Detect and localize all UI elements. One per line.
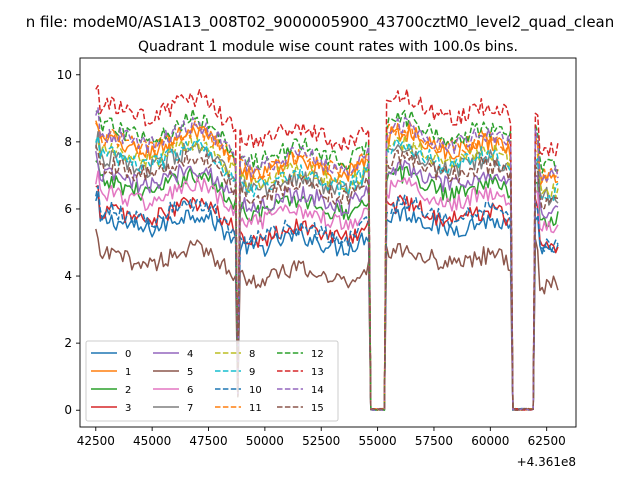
legend-label-7: 7 (187, 403, 193, 414)
x-offset-label: +4.361e8 (517, 455, 576, 469)
x-axis: 42500 45000 47500 50000 52500 55000 57500 60000… (77, 427, 566, 448)
y-axis: 0 2 4 6 8 10 (57, 68, 80, 417)
x-tick-label: 47500 (189, 434, 227, 448)
x-tick-label: 50000 (246, 434, 284, 448)
y-tick-label: 6 (64, 202, 72, 216)
x-tick-label: 45000 (133, 434, 171, 448)
series-line-12 (95, 108, 559, 411)
series-line-5 (95, 228, 559, 411)
legend-label-3: 3 (125, 403, 131, 414)
x-tick-label: 62500 (528, 434, 566, 448)
legend-label-11: 11 (249, 403, 262, 414)
legend-box (85, 340, 339, 422)
legend-label-8: 8 (249, 349, 255, 360)
chart-title: Quadrant 1 module wise count rates with … (138, 39, 518, 55)
legend-label-15: 15 (311, 403, 324, 414)
series-line-8 (95, 133, 559, 411)
series-line-9 (95, 135, 559, 411)
y-tick-label: 10 (57, 68, 72, 82)
legend-label-1: 1 (125, 367, 131, 378)
series-line-15 (95, 145, 559, 411)
series-line-0 (95, 192, 559, 411)
x-tick-label: 55000 (359, 434, 397, 448)
y-tick-label: 2 (64, 336, 72, 350)
x-tick-label: 52500 (302, 434, 340, 448)
legend-label-2: 2 (125, 385, 131, 396)
legend-label-5: 5 (187, 367, 193, 378)
y-tick-label: 8 (64, 135, 72, 149)
figure-suptitle: n file: modeM0/AS1A13_008T02_9000005900_… (26, 13, 615, 32)
y-tick-label: 0 (64, 403, 72, 417)
series-line-4 (95, 150, 559, 411)
legend-label-4: 4 (187, 349, 193, 360)
legend-label-13: 13 (311, 367, 324, 378)
series-line-14 (95, 107, 559, 411)
legend-label-14: 14 (311, 385, 324, 396)
legend-label-12: 12 (311, 349, 324, 360)
plot-area-frame (79, 57, 577, 428)
series-layer (95, 84, 559, 411)
legend-label-10: 10 (249, 385, 262, 396)
series-line-6 (95, 170, 559, 411)
legend-label-6: 6 (187, 385, 193, 396)
x-tick-label: 60000 (471, 434, 509, 448)
x-tick-label: 42500 (77, 434, 115, 448)
x-tick-label: 57500 (415, 434, 453, 448)
legend-label-9: 9 (249, 367, 255, 378)
legend-label-0: 0 (125, 349, 131, 360)
y-tick-label: 4 (64, 269, 72, 283)
series-line-10 (95, 185, 559, 411)
series-line-13 (95, 84, 559, 411)
